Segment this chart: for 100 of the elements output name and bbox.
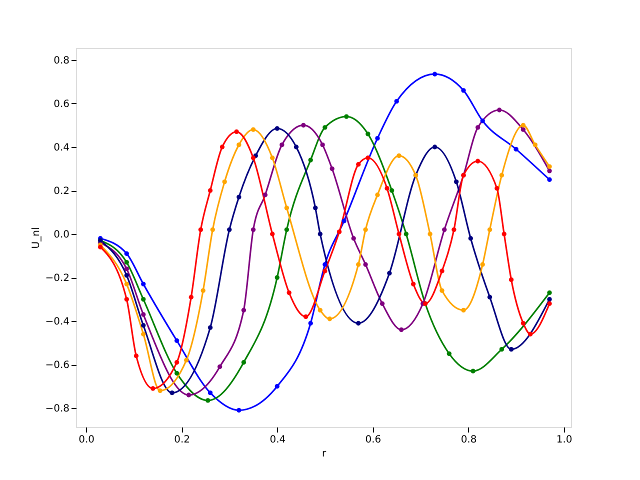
point bbox=[499, 172, 504, 178]
point bbox=[494, 186, 500, 191]
point bbox=[308, 158, 313, 162]
point bbox=[363, 227, 368, 232]
point bbox=[188, 294, 194, 300]
y-axis-title: U_nl bbox=[31, 227, 42, 249]
point bbox=[344, 114, 349, 119]
point bbox=[124, 266, 129, 272]
point bbox=[284, 227, 290, 232]
point bbox=[366, 132, 370, 136]
point bbox=[375, 192, 380, 198]
point bbox=[150, 386, 156, 391]
point bbox=[547, 296, 552, 302]
point bbox=[496, 108, 502, 112]
point bbox=[141, 332, 146, 336]
point bbox=[141, 312, 146, 317]
point bbox=[124, 273, 129, 278]
y-tick-label: −0.6 bbox=[45, 360, 70, 372]
point bbox=[480, 118, 485, 124]
point bbox=[356, 162, 361, 167]
point bbox=[284, 206, 290, 210]
point bbox=[270, 232, 275, 236]
point bbox=[174, 370, 180, 376]
point bbox=[442, 227, 447, 232]
point bbox=[134, 354, 139, 358]
point bbox=[351, 236, 356, 241]
point bbox=[356, 262, 361, 267]
x-tick-label: 0.2 bbox=[174, 434, 190, 446]
point bbox=[141, 323, 146, 328]
y-tick-label: −0.8 bbox=[45, 404, 70, 415]
point bbox=[508, 346, 514, 352]
point bbox=[262, 192, 268, 198]
point bbox=[124, 260, 129, 265]
point bbox=[303, 314, 308, 320]
point bbox=[432, 72, 438, 76]
point bbox=[322, 268, 328, 274]
point bbox=[432, 144, 438, 150]
point bbox=[487, 294, 492, 300]
point bbox=[528, 332, 533, 336]
point bbox=[366, 156, 370, 160]
point bbox=[170, 390, 174, 396]
point bbox=[387, 270, 392, 276]
point bbox=[274, 275, 280, 280]
point bbox=[375, 136, 380, 141]
point bbox=[520, 320, 526, 326]
point bbox=[320, 142, 325, 148]
point bbox=[313, 206, 318, 210]
point bbox=[124, 296, 129, 302]
point bbox=[520, 127, 526, 132]
point bbox=[186, 392, 192, 398]
point bbox=[217, 364, 222, 370]
point bbox=[280, 142, 284, 148]
point bbox=[236, 408, 242, 413]
point bbox=[234, 129, 239, 134]
point bbox=[547, 290, 552, 296]
point bbox=[236, 142, 242, 148]
point bbox=[547, 177, 552, 182]
x-tick-label: 0.4 bbox=[270, 434, 286, 446]
point bbox=[210, 227, 215, 232]
point bbox=[394, 98, 399, 104]
y-tick-label: −0.2 bbox=[45, 273, 70, 284]
point bbox=[356, 320, 361, 326]
point bbox=[250, 156, 256, 160]
point bbox=[286, 290, 292, 296]
y-tick-label: −0.4 bbox=[45, 316, 70, 328]
point bbox=[318, 232, 322, 236]
point bbox=[322, 262, 328, 267]
point bbox=[446, 351, 452, 356]
point bbox=[499, 346, 504, 352]
point bbox=[514, 146, 518, 152]
point bbox=[141, 282, 146, 286]
point bbox=[208, 188, 213, 193]
point bbox=[380, 301, 385, 306]
y-tick-label: 0.2 bbox=[54, 186, 70, 198]
point bbox=[174, 338, 180, 343]
point bbox=[468, 236, 474, 241]
point bbox=[396, 153, 402, 158]
point bbox=[475, 125, 480, 130]
point bbox=[208, 325, 213, 330]
point bbox=[174, 360, 180, 365]
x-tick-label: 1.0 bbox=[556, 434, 572, 446]
point bbox=[452, 227, 456, 232]
point bbox=[532, 142, 538, 148]
point bbox=[318, 308, 322, 313]
point bbox=[330, 166, 334, 172]
point bbox=[208, 390, 213, 396]
point bbox=[124, 282, 129, 286]
point bbox=[327, 316, 332, 322]
point bbox=[396, 232, 402, 236]
point bbox=[440, 268, 444, 274]
x-axis-title: r bbox=[322, 448, 327, 460]
point bbox=[363, 262, 368, 267]
y-tick-label: 0.0 bbox=[54, 230, 70, 241]
y-tick-label: 0.6 bbox=[54, 98, 70, 110]
point bbox=[461, 88, 466, 93]
point bbox=[322, 125, 328, 130]
point bbox=[270, 156, 275, 160]
point bbox=[200, 288, 206, 293]
point bbox=[454, 179, 459, 184]
point bbox=[308, 320, 313, 326]
